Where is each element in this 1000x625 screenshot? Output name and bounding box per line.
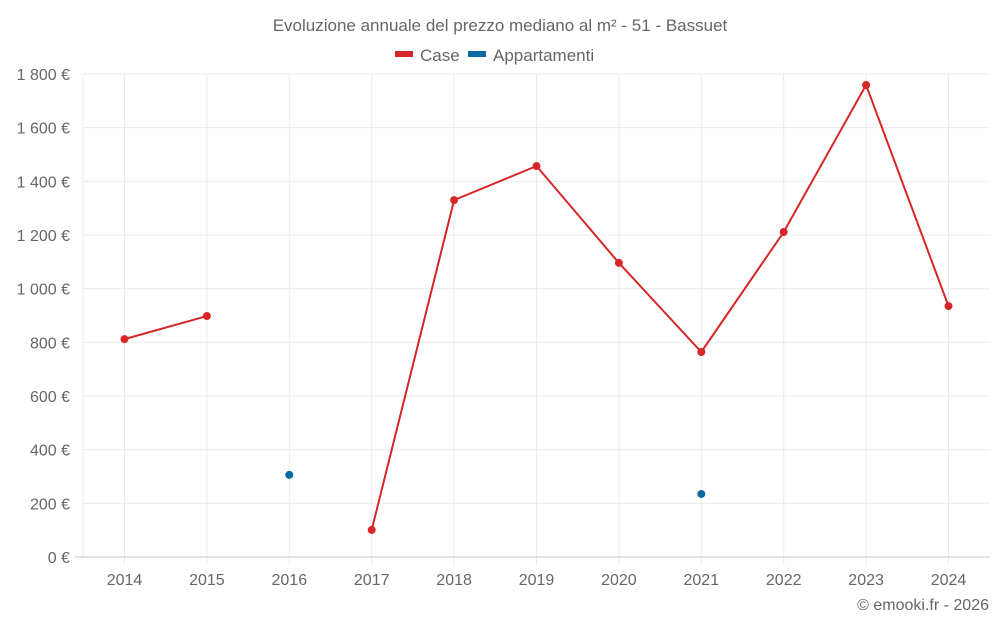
- x-tick-label: 2021: [684, 572, 720, 589]
- legend-item-case[interactable]: Case: [395, 46, 460, 65]
- y-tick-label: 1 800 €: [17, 67, 70, 84]
- legend-swatch: [395, 51, 413, 57]
- data-point: [120, 335, 129, 344]
- series-line: [370, 82, 950, 531]
- data-point: [614, 258, 623, 267]
- y-tick-label: 400 €: [30, 443, 70, 460]
- x-tick-label: 2017: [354, 572, 390, 589]
- data-point: [202, 312, 211, 321]
- series-line: [124, 315, 208, 341]
- y-tick-label: 1 200 €: [17, 228, 70, 245]
- legend: Case Appartamenti: [395, 46, 594, 65]
- x-tick-label: 2020: [601, 572, 637, 589]
- y-tick-label: 800 €: [30, 335, 70, 352]
- series: [120, 81, 953, 534]
- data-point: [285, 470, 294, 479]
- chart-title: Evoluzione annuale del prezzo mediano al…: [273, 16, 728, 35]
- credit-text: © emooki.fr - 2026: [857, 597, 989, 614]
- series-case: [120, 81, 953, 534]
- y-tick-label: 1 000 €: [17, 282, 70, 299]
- y-axis: 0 € 200 € 400 € 600 € 800 € 1 000 € 1 200 € 1 4…: [17, 67, 70, 567]
- data-point: [697, 489, 706, 498]
- x-tick-label: 2022: [766, 572, 802, 589]
- x-axis: 2014 2015 2016 2017 2018 2019 2020 2021 2022 2023…: [107, 572, 967, 589]
- x-tick-label: 2019: [519, 572, 555, 589]
- legend-item-appartamenti[interactable]: Appartamenti: [468, 46, 594, 65]
- x-tick-label: 2014: [107, 572, 143, 589]
- series-appartamenti: [285, 470, 706, 498]
- grid: [75, 73, 990, 565]
- y-tick-label: 600 €: [30, 389, 70, 406]
- data-point: [862, 81, 871, 90]
- data-point: [532, 162, 541, 171]
- y-tick-label: 1 600 €: [17, 121, 70, 138]
- legend-swatch: [468, 51, 486, 57]
- data-point: [450, 196, 459, 205]
- x-tick-label: 2016: [272, 572, 308, 589]
- x-tick-label: 2018: [436, 572, 472, 589]
- x-tick-label: 2015: [189, 572, 225, 589]
- legend-label: Appartamenti: [493, 46, 594, 65]
- y-tick-label: 1 400 €: [17, 174, 70, 191]
- x-tick-label: 2023: [848, 572, 884, 589]
- data-point: [944, 302, 953, 311]
- x-tick-label: 2024: [931, 572, 967, 589]
- data-point: [367, 525, 376, 534]
- data-point: [697, 347, 706, 356]
- y-tick-label: 200 €: [30, 496, 70, 513]
- y-tick-label: 0 €: [48, 550, 70, 567]
- data-point: [779, 228, 788, 237]
- legend-label: Case: [420, 46, 460, 65]
